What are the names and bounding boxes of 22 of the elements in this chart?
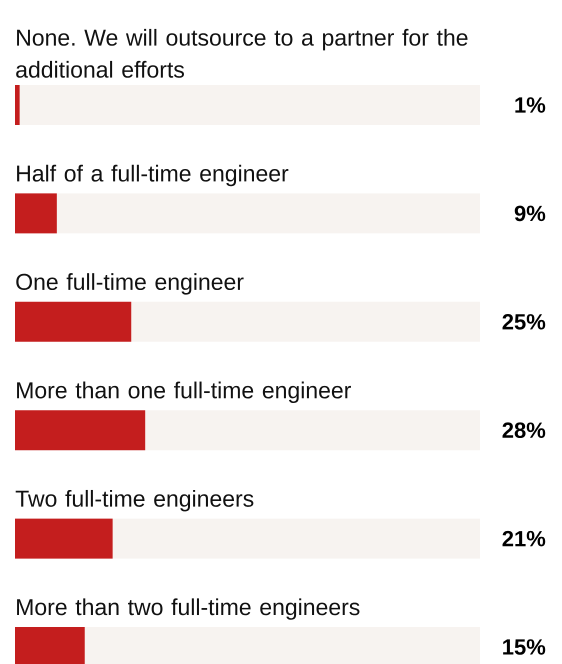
bar xyxy=(20,85,480,126)
data-label: 1% xyxy=(515,97,546,113)
y-tick-label: Half of a full-time engineer xyxy=(17,164,288,186)
data-label: 28% xyxy=(502,422,546,438)
y-tick-label: None. We will outsource to a partner for the additional efforts xyxy=(16,28,468,78)
y-tick-label: One full-time engineer xyxy=(16,273,244,295)
data-label: 9% xyxy=(514,206,546,222)
bar xyxy=(15,85,20,126)
y-tick-label: Two full-time engineers xyxy=(16,490,254,512)
bar xyxy=(131,302,480,342)
bar xyxy=(145,410,480,450)
bar xyxy=(15,302,132,342)
bar xyxy=(15,410,146,450)
y-tick-label: More than two full-time engineers xyxy=(17,598,360,620)
y-tick-label: More than one full-time engineer xyxy=(17,382,351,403)
bar xyxy=(112,518,480,559)
bar xyxy=(56,193,480,234)
data-label: 25% xyxy=(502,314,546,330)
data-label: 21% xyxy=(502,530,546,546)
bar xyxy=(15,193,57,234)
data-label: 15% xyxy=(503,639,546,655)
bar xyxy=(15,518,113,559)
